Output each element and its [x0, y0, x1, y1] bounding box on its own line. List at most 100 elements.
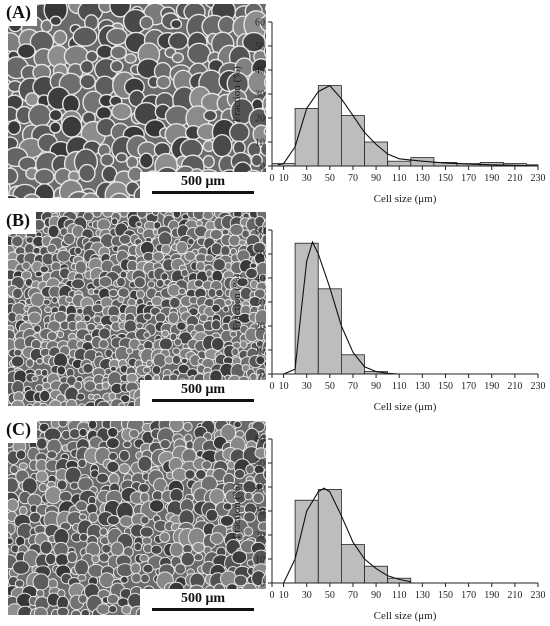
- x-tick-label: 130: [415, 590, 430, 601]
- foam-cell: [106, 27, 128, 46]
- foam-cell: [10, 399, 25, 406]
- x-tick-label: 150: [438, 590, 453, 601]
- foam-cell: [9, 464, 19, 475]
- foam-cell: [142, 366, 152, 374]
- foam-cell: [133, 542, 143, 552]
- foam-cell: [34, 168, 55, 185]
- scale-bar-label: 500 μm: [180, 382, 226, 397]
- foam-cell: [202, 212, 214, 221]
- foam-cell: [182, 421, 193, 432]
- foam-cell: [27, 103, 52, 128]
- foam-cell: [263, 447, 266, 459]
- foam-cell: [56, 249, 72, 263]
- foam-cell: [131, 572, 142, 584]
- foam-cell: [109, 4, 132, 18]
- x-tick-label: 50: [325, 381, 335, 392]
- foam-cell: [264, 429, 266, 437]
- foam-cell: [38, 482, 48, 493]
- foam-cell: [201, 460, 212, 470]
- foam-cell: [205, 269, 213, 278]
- y-tick-label: 0: [260, 579, 265, 590]
- foam-cell: [219, 515, 235, 527]
- x-tick-label: 190: [484, 173, 499, 184]
- foam-cell: [42, 381, 52, 390]
- foam-cell: [180, 551, 196, 567]
- foam-cell: [151, 365, 162, 375]
- sem-foam-image: [8, 212, 266, 406]
- foam-cell: [222, 502, 233, 511]
- y-tick-label: 30: [255, 298, 265, 309]
- x-tick-label: 170: [461, 381, 476, 392]
- x-tick-label: 230: [531, 173, 546, 184]
- foam-cell: [56, 365, 66, 376]
- foam-cell: [252, 124, 266, 145]
- foam-cell: [82, 212, 94, 222]
- foam-cell: [244, 491, 253, 501]
- foam-cell: [87, 421, 98, 430]
- foam-cell: [78, 513, 88, 521]
- foam-cell: [263, 77, 266, 88]
- foam-cell: [263, 360, 266, 368]
- foam-cell: [123, 319, 138, 334]
- foam-cell: [61, 115, 83, 138]
- foam-cell: [106, 514, 120, 526]
- foam-cell: [187, 237, 195, 246]
- foam-cell: [78, 427, 88, 438]
- foam-cell: [172, 212, 182, 219]
- foam-cell: [42, 298, 51, 306]
- foam-cell: [152, 212, 159, 216]
- foam-cell: [258, 273, 266, 283]
- foam-cell: [176, 321, 187, 331]
- foam-cell: [231, 550, 248, 565]
- foam-cell: [76, 392, 86, 401]
- x-tick-label: 50: [325, 590, 335, 601]
- foam-cell: [106, 437, 120, 450]
- foam-cell: [126, 372, 138, 384]
- foam-cell: [86, 322, 96, 332]
- foam-cell: [73, 380, 83, 391]
- foam-cell: [263, 44, 266, 58]
- foam-cell: [141, 536, 153, 546]
- foam-cell: [142, 563, 154, 574]
- foam-cell: [39, 402, 48, 406]
- foam-cell: [108, 605, 118, 614]
- foam-cell: [33, 606, 48, 615]
- foam-cell: [39, 389, 51, 403]
- x-tick-label: 130: [415, 381, 430, 392]
- foam-cell: [75, 500, 88, 512]
- foam-cell: [264, 288, 266, 295]
- y-tick-label: 40: [255, 483, 265, 494]
- foam-cell: [152, 251, 165, 262]
- foam-cell: [178, 287, 187, 296]
- foam-cell: [96, 218, 111, 231]
- x-tick-label: 10: [279, 381, 289, 392]
- foam-cell: [159, 439, 171, 450]
- foam-cell: [222, 305, 230, 313]
- foam-cell: [78, 163, 96, 183]
- foam-cell: [259, 142, 266, 157]
- foam-cell: [83, 314, 91, 323]
- foam-cell: [264, 558, 266, 566]
- foam-cell: [171, 354, 182, 365]
- foam-cell: [77, 458, 87, 469]
- foam-cell: [264, 366, 266, 374]
- foam-cell: [63, 232, 76, 246]
- foam-cell: [234, 468, 246, 480]
- foam-cell: [264, 278, 266, 287]
- foam-cell: [106, 460, 120, 474]
- x-axis-label: Cell size (μm): [374, 193, 437, 205]
- foam-cell: [12, 287, 23, 300]
- foam-cell: [24, 92, 40, 107]
- x-tick-label: 190: [484, 590, 499, 601]
- histogram-bar: [317, 85, 342, 167]
- x-tick-label: 0: [270, 381, 275, 392]
- foam-cell: [257, 521, 266, 532]
- foam-cell: [74, 559, 89, 577]
- foam-cell: [48, 399, 63, 406]
- y-tick-label: 30: [255, 90, 265, 101]
- foam-cell: [263, 106, 266, 117]
- x-tick-label: 10: [279, 173, 289, 184]
- foam-cell: [264, 421, 266, 427]
- foam-cell: [76, 307, 84, 315]
- histogram-bar: [317, 489, 342, 584]
